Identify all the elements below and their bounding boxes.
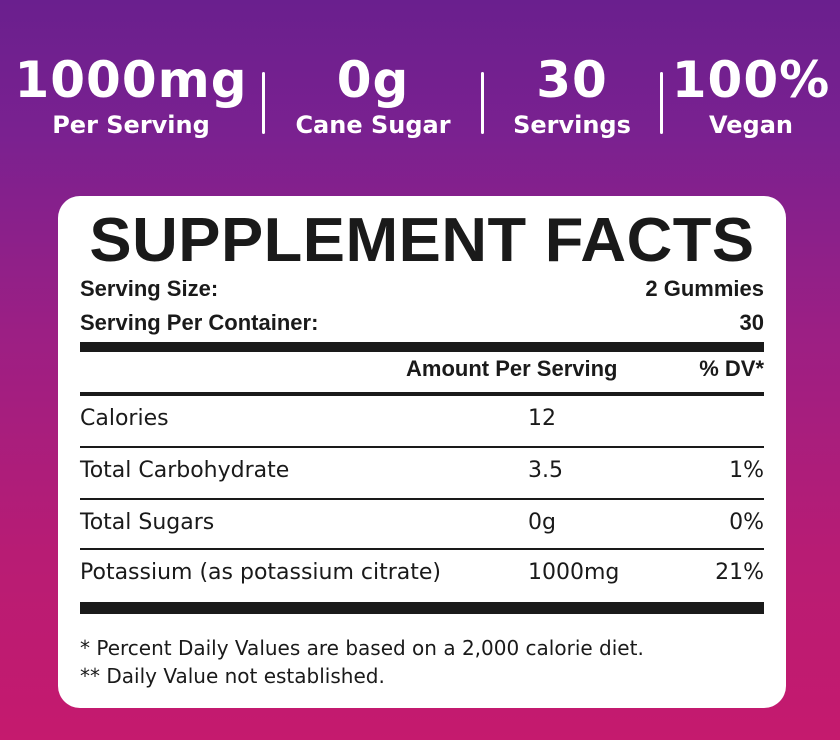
nutrient-amount: 12 (528, 406, 556, 431)
stat-divider (262, 72, 265, 134)
stat-value: 1000mg (14, 51, 248, 109)
servings-per-container-label: Serving Per Container: (80, 310, 319, 335)
nutrient-amount: 0g (528, 510, 556, 535)
nutrient-name: Total Sugars (80, 510, 215, 535)
servings-per-container-value: 30 (739, 310, 764, 335)
facts-title: SUPPLEMENT FACTS (89, 206, 755, 275)
divider-mid (80, 392, 764, 396)
nutrient-row: Total Carbohydrate 3.5 1% (80, 448, 764, 498)
supplement-facts-panel: SUPPLEMENT FACTS Serving Size: 2 Gummies… (58, 196, 786, 708)
nutrient-row: Total Sugars 0g 0% (80, 500, 764, 550)
col-amount-header: Amount Per Serving (406, 356, 618, 381)
divider-thin (80, 548, 764, 550)
stat-divider (660, 72, 663, 134)
divider-thin (80, 498, 764, 500)
nutrient-amount: 3.5 (528, 458, 563, 483)
stats-strip: 1000mg Per Serving 0g Cane Sugar 30 Serv… (0, 52, 840, 152)
nutrient-name: Calories (80, 406, 169, 431)
stat-label: Vegan (709, 111, 793, 139)
stat-divider (481, 72, 484, 134)
nutrient-row: Calories 12 (80, 396, 764, 446)
footnote-not-established: ** Daily Value not established. (80, 664, 385, 688)
stat-per-serving: 1000mg Per Serving (0, 52, 262, 140)
stat-value: 100% (671, 51, 831, 109)
col-dv-header: % DV* (699, 356, 764, 381)
divider-thick (80, 602, 764, 614)
nutrient-dv: 0% (729, 510, 764, 535)
nutrient-name: Potassium (as potassium citrate) (80, 560, 442, 585)
stat-cane-sugar: 0g Cane Sugar (265, 52, 481, 140)
nutrient-dv: 21% (715, 560, 764, 585)
divider-thin (80, 446, 764, 448)
divider-thick (80, 342, 764, 352)
stat-value: 0g (336, 51, 410, 109)
nutrient-dv: 1% (729, 458, 764, 483)
stat-servings: 30 Servings (484, 52, 660, 140)
servings-per-container-row: Serving Per Container: 30 (80, 310, 764, 336)
nutrient-row: Potassium (as potassium citrate) 1000mg … (80, 550, 764, 600)
stat-label: Per Serving (52, 111, 210, 139)
stat-label: Servings (513, 111, 631, 139)
serving-size-row: Serving Size: 2 Gummies (80, 276, 764, 302)
nutrient-amount: 1000mg (528, 560, 620, 585)
stat-value: 30 (536, 51, 608, 109)
footnote-dv: * Percent Daily Values are based on a 2,… (80, 636, 644, 660)
nutrient-name: Total Carbohydrate (80, 458, 290, 483)
stat-vegan: 100% Vegan (663, 52, 839, 140)
stat-label: Cane Sugar (295, 111, 451, 139)
serving-size-label: Serving Size: (80, 276, 219, 301)
serving-size-value: 2 Gummies (645, 276, 764, 301)
